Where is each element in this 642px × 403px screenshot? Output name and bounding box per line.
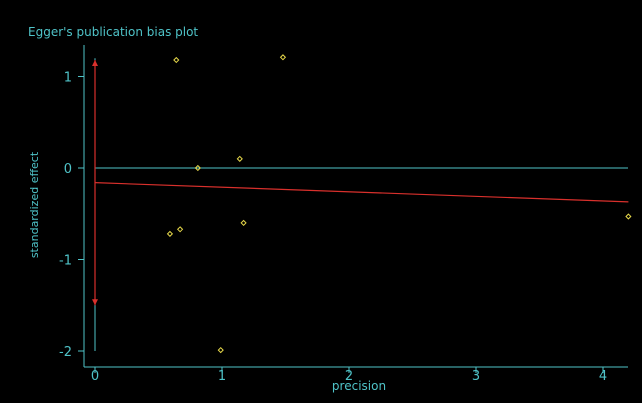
data-point xyxy=(279,54,287,61)
data-point xyxy=(173,56,180,64)
x-axis-label: precision xyxy=(332,379,386,393)
ci-lower-arrow xyxy=(92,299,98,306)
ci-upper-arrow xyxy=(92,60,98,67)
data-point xyxy=(176,226,184,233)
x-tick-label: 2 xyxy=(345,369,353,384)
y-axis-label: standardized effect xyxy=(28,151,41,258)
y-tick-label: -1 xyxy=(59,254,72,269)
data-point xyxy=(625,213,632,220)
chart-title: Egger's publication bias plot xyxy=(28,25,198,39)
data-point xyxy=(240,219,247,227)
y-tick-label: 1 xyxy=(64,71,72,86)
x-tick-label: 4 xyxy=(599,369,607,384)
data-points xyxy=(166,54,632,354)
fit-lines xyxy=(92,58,629,351)
regression-line xyxy=(94,182,629,203)
y-tick-label: -2 xyxy=(59,345,72,360)
data-point xyxy=(217,346,224,354)
y-tick-label: 0 xyxy=(64,162,72,177)
x-tick-label: 0 xyxy=(91,369,99,384)
data-point xyxy=(194,164,201,172)
data-point xyxy=(166,230,174,237)
x-tick-label: 3 xyxy=(472,369,480,384)
axes: -2 -1 0 1 0 1 2 3 4 xyxy=(59,45,628,384)
data-point xyxy=(236,155,243,162)
x-tick-label: 1 xyxy=(218,369,226,384)
